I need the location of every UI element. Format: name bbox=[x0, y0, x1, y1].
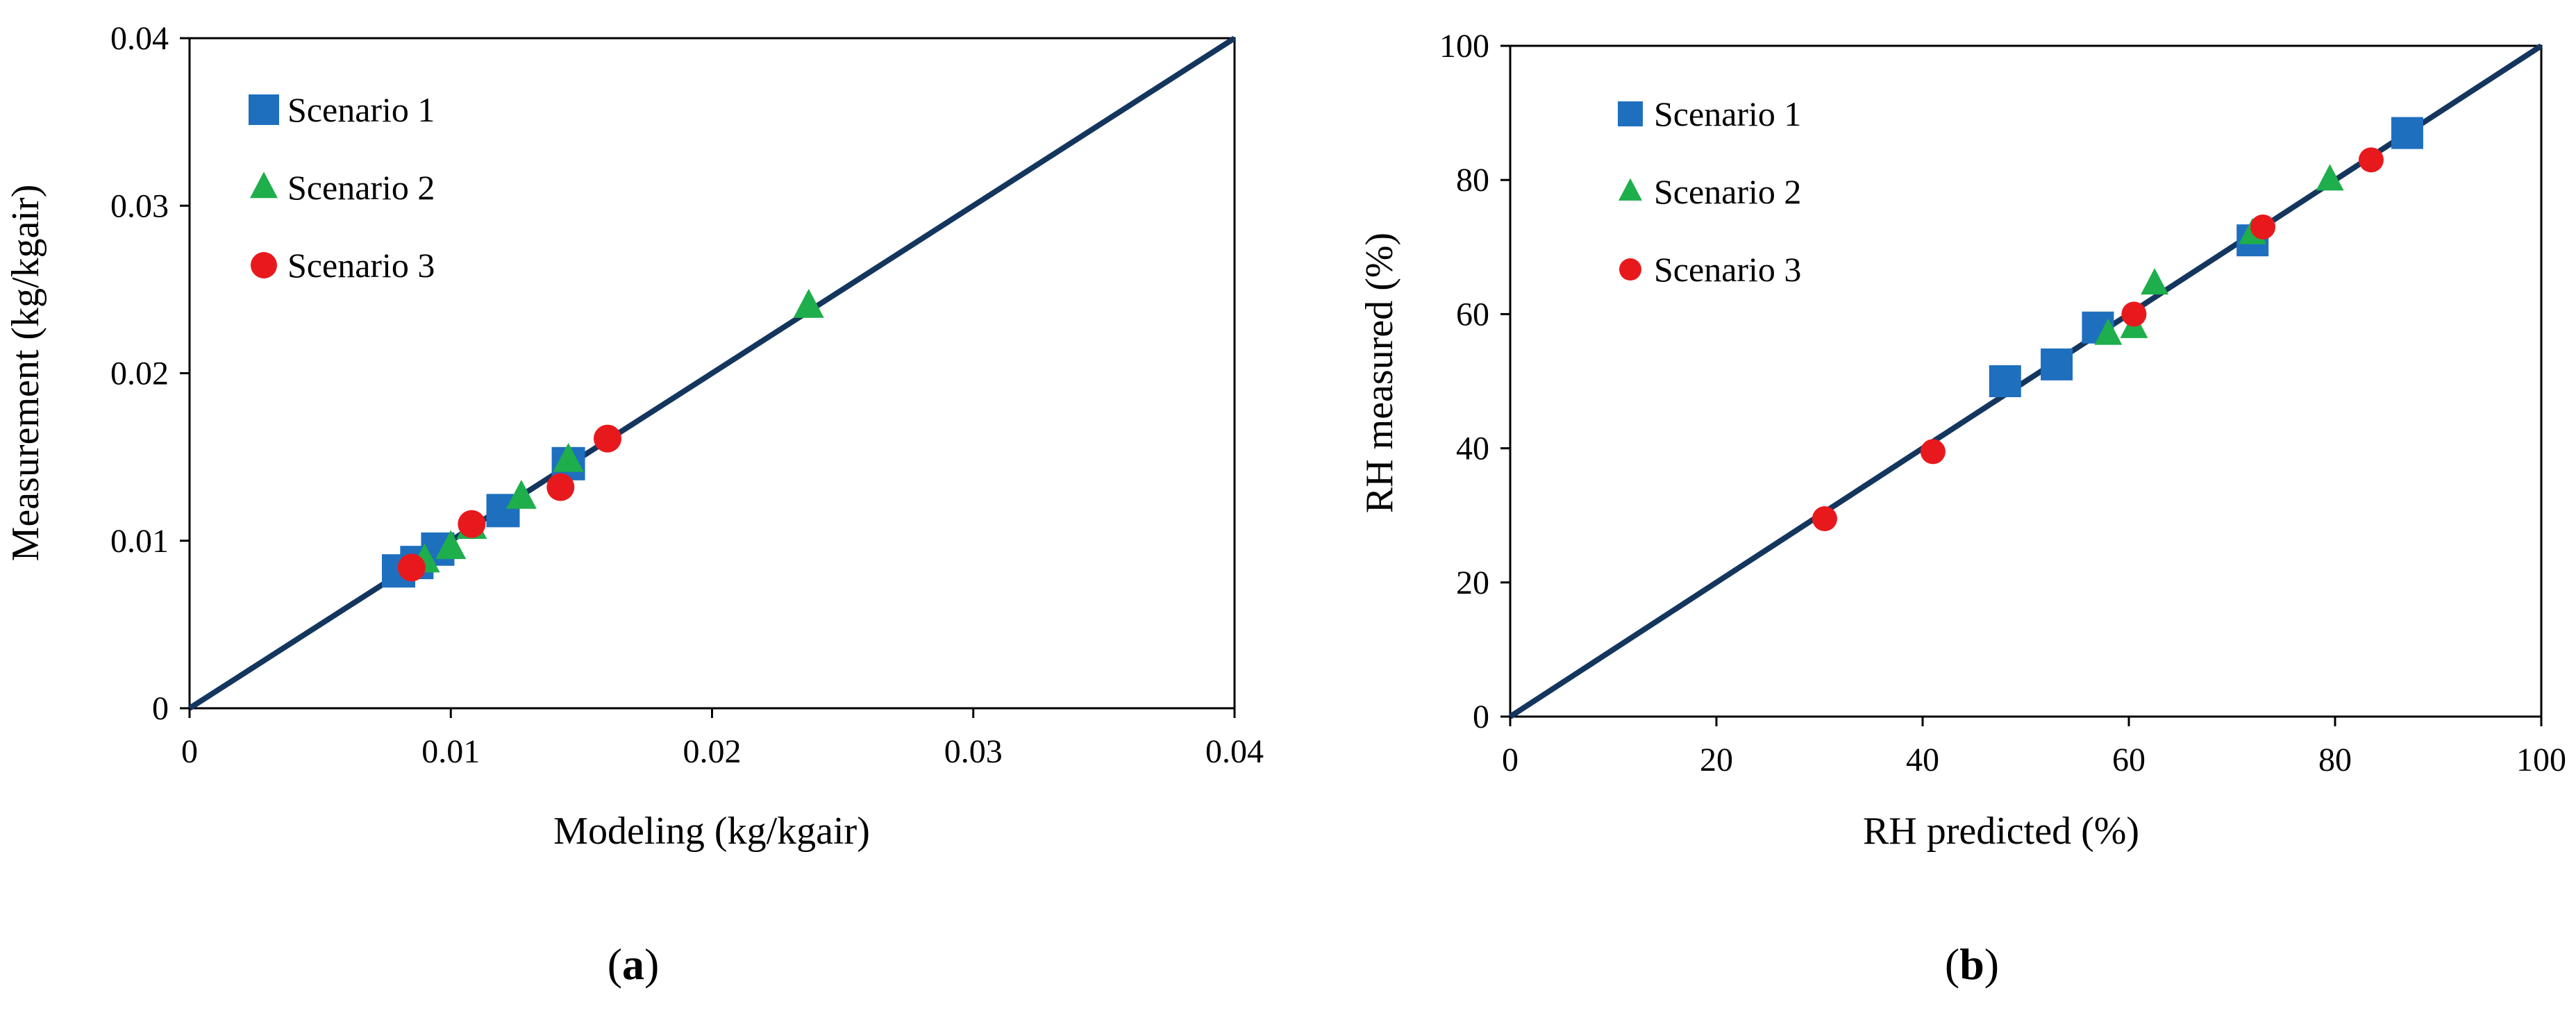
legend-a: Scenario 1 Scenario 2 Scenario 3 bbox=[249, 90, 435, 285]
y-tick-label: 100 bbox=[1439, 28, 1489, 65]
x-tick-label: 0 bbox=[181, 733, 198, 770]
data-point-circle-scenario-3 bbox=[546, 473, 575, 501]
panel-letter-a: a bbox=[622, 939, 644, 989]
reference-line-a bbox=[187, 35, 1237, 711]
y-tick-label: 0 bbox=[1473, 699, 1489, 735]
ticks-a: 0 0.01 0.02 0.03 0.04 0 0.01 0.02 0.03 0.04 bbox=[110, 20, 1264, 770]
data-point-circle-scenario-3 bbox=[1920, 439, 1946, 465]
plot-frame-b bbox=[1509, 44, 2543, 718]
reference-line-path-b bbox=[1508, 43, 2543, 719]
legend-label-scenario-2: Scenario 2 bbox=[287, 168, 435, 207]
legend-marker-scenario-1 bbox=[1618, 101, 1643, 126]
data-point-triangle-scenario-2 bbox=[2141, 268, 2169, 295]
legend-label-scenario-2: Scenario 2 bbox=[1654, 172, 1801, 211]
data-point-triangle-scenario-2 bbox=[553, 442, 584, 472]
x-tick-label: 60 bbox=[2112, 742, 2146, 778]
data-point-triangle-scenario-2 bbox=[2094, 318, 2123, 345]
y-axis-label-b: RH measured (%) bbox=[1358, 233, 1401, 513]
y-tick-label: 0 bbox=[152, 690, 169, 727]
data-point-square-scenario-1 bbox=[1989, 365, 2021, 397]
legend-marker-scenario-2 bbox=[250, 172, 278, 199]
panel-letter-b: b bbox=[1959, 939, 1984, 989]
reference-line-path-a bbox=[187, 35, 1237, 711]
x-axis-label-a: Modeling (kg/kgair) bbox=[553, 810, 870, 853]
x-tick-label: 0.04 bbox=[1205, 733, 1264, 770]
y-tick-label: 80 bbox=[1456, 162, 1489, 199]
data-point-circle-scenario-3 bbox=[2250, 214, 2276, 240]
panel-a-chart: 0 0.01 0.02 0.03 0.04 0 0.01 0.02 0.03 0.04 Scena… bbox=[4, 20, 1264, 989]
y-tick-label: 0.04 bbox=[110, 20, 169, 57]
panel-label-b: (b) bbox=[1945, 939, 1999, 989]
data-point-circle-scenario-3 bbox=[594, 424, 621, 453]
legend-marker-scenario-3 bbox=[1619, 258, 1641, 281]
data-point-circle-scenario-3 bbox=[397, 553, 426, 582]
markers-b bbox=[1812, 117, 2423, 532]
ticks-b: 0 20 40 60 80 100 0 20 40 60 80 100 bbox=[1439, 28, 2566, 778]
x-tick-label: 0.01 bbox=[421, 733, 480, 770]
data-point-square-scenario-1 bbox=[2041, 348, 2073, 381]
legend-marker-scenario-1 bbox=[249, 94, 279, 125]
reference-line-b bbox=[1508, 43, 2543, 719]
data-point-triangle-scenario-2 bbox=[793, 288, 824, 318]
data-point-circle-scenario-3 bbox=[1812, 506, 1837, 532]
markers-a bbox=[382, 288, 824, 588]
legend-marker-scenario-2 bbox=[1619, 178, 1642, 201]
x-tick-label: 40 bbox=[1906, 742, 1939, 778]
x-tick-label: 0.03 bbox=[944, 733, 1003, 770]
y-tick-label: 20 bbox=[1456, 565, 1489, 601]
data-point-square-scenario-1 bbox=[2391, 117, 2423, 149]
y-tick-label: 40 bbox=[1456, 431, 1489, 467]
y-tick-label: 60 bbox=[1456, 296, 1489, 333]
y-tick-label: 0.02 bbox=[110, 356, 169, 392]
x-tick-label: 100 bbox=[2516, 742, 2566, 778]
x-tick-label: 80 bbox=[2318, 742, 2352, 778]
data-point-circle-scenario-3 bbox=[458, 510, 486, 538]
x-axis-label-b: RH predicted (%) bbox=[1863, 810, 2139, 853]
data-point-circle-scenario-3 bbox=[2121, 301, 2147, 327]
legend-label-scenario-1: Scenario 1 bbox=[287, 90, 435, 129]
data-point-triangle-scenario-2 bbox=[2316, 164, 2344, 191]
legend-label-scenario-1: Scenario 1 bbox=[1654, 94, 1801, 133]
x-tick-label: 0 bbox=[1502, 742, 1519, 778]
legend-label-scenario-3: Scenario 3 bbox=[1654, 250, 1801, 289]
y-tick-label: 0.03 bbox=[110, 187, 169, 224]
data-point-circle-scenario-3 bbox=[2358, 147, 2384, 173]
x-tick-label: 0.02 bbox=[683, 733, 742, 770]
data-point-triangle-scenario-2 bbox=[435, 530, 467, 560]
legend-b: Scenario 1 Scenario 2 Scenario 3 bbox=[1618, 94, 1801, 289]
y-tick-label: 0.01 bbox=[110, 523, 169, 560]
x-tick-label: 20 bbox=[1700, 742, 1733, 778]
legend-label-scenario-3: Scenario 3 bbox=[287, 246, 435, 285]
plot-area-b bbox=[1509, 44, 2543, 718]
legend-marker-scenario-3 bbox=[251, 252, 277, 278]
data-point-triangle-scenario-2 bbox=[505, 479, 537, 509]
panel-label-a: (a) bbox=[608, 939, 660, 989]
y-axis-label-a: Measurement (kg/kgair) bbox=[4, 185, 47, 562]
